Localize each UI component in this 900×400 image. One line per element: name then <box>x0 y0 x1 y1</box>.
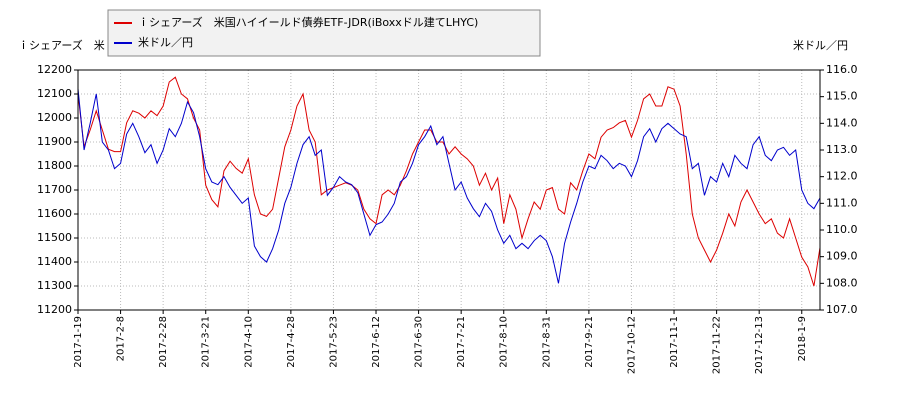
x-tick-label: 2017-6-12 <box>371 316 382 368</box>
y2-tick-label: 110.0 <box>826 223 858 236</box>
legend: ｉシェアーズ 米国ハイイールド債券ETF-JDR(iBoxxドル建てLHYC) 米… <box>107 9 541 57</box>
x-tick-label: 2017-2-8 <box>116 316 127 361</box>
y2-tick-label: 111.0 <box>826 196 858 209</box>
x-tick-label: 2017-9-21 <box>584 316 595 368</box>
y2-tick-label: 109.0 <box>826 250 858 263</box>
x-tick-label: 2017-10-12 <box>626 316 637 374</box>
y-tick-label: 11800 <box>37 159 72 172</box>
y2-tick-label: 107.0 <box>826 303 858 316</box>
y-tick-label: 11400 <box>37 255 72 268</box>
y-tick-label: 11200 <box>37 303 72 316</box>
x-tick-label: 2017-5-23 <box>328 316 339 368</box>
legend-box <box>107 9 541 57</box>
x-tick-label: 2017-8-10 <box>499 316 510 368</box>
y2-tick-label: 116.0 <box>826 63 858 76</box>
x-tick-label: 2017-6-30 <box>414 316 425 368</box>
y2-tick-label: 113.0 <box>826 143 858 156</box>
y2-tick-label: 115.0 <box>826 90 858 103</box>
x-tick-label: 2017-12-13 <box>754 316 765 374</box>
y2-tick-label: 112.0 <box>826 170 858 183</box>
y-tick-label: 12100 <box>37 87 72 100</box>
x-tick-label: 2018-1-9 <box>797 316 808 361</box>
plot-border <box>77 69 821 311</box>
legend-label: 米ドル／円 <box>138 36 193 49</box>
y-tick-label: 11700 <box>37 183 72 196</box>
y-tick-label: 12200 <box>37 63 72 76</box>
x-tick-label: 2017-8-31 <box>541 316 552 368</box>
x-tick-label: 2017-11-22 <box>712 316 723 374</box>
y-tick-label: 12000 <box>37 111 72 124</box>
x-tick-label: 2017-11-1 <box>669 316 680 368</box>
series-line <box>77 88 821 284</box>
y-tick-label: 11900 <box>37 135 72 148</box>
y-tick-label: 11600 <box>37 207 72 220</box>
y2-tick-label: 108.0 <box>826 276 858 289</box>
x-tick-label: 2017-7-21 <box>456 316 467 368</box>
y-axis-label: ｉシェアーズ 米 <box>18 38 105 52</box>
y2-tick-label: 114.0 <box>826 116 858 129</box>
y-tick-label: 11300 <box>37 279 72 292</box>
x-tick-label: 2017-4-28 <box>286 316 297 368</box>
y-tick-label: 11500 <box>37 231 72 244</box>
y2-axis-label: 米ドル／円 <box>793 39 848 52</box>
x-tick-label: 2017-1-19 <box>73 316 84 368</box>
x-tick-label: 2017-4-10 <box>243 316 254 368</box>
x-tick-label: 2017-3-21 <box>201 316 212 368</box>
legend-label: ｉシェアーズ 米国ハイイールド債券ETF-JDR(iBoxxドル建てLHYC) <box>138 15 478 29</box>
x-tick-label: 2017-2-28 <box>158 316 169 368</box>
